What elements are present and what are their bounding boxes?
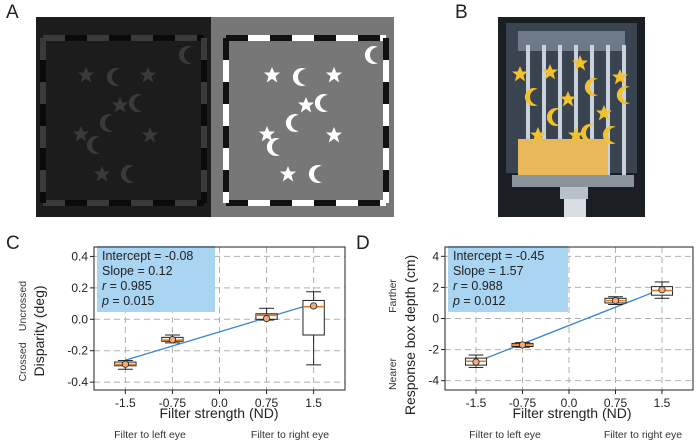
stats-box-bg — [448, 246, 568, 312]
box-plot — [255, 307, 278, 323]
stereo-stimulus-image — [36, 17, 394, 217]
chart-response-depth: Farther Nearer Response box depth (cm) F… — [387, 246, 694, 441]
x-tick-label: 1.5 — [305, 396, 322, 410]
xlabel-c: Filter strength (ND) — [159, 405, 278, 421]
x-tick-label: 0.75 — [604, 396, 628, 410]
stats-line: Intercept = -0.08 — [102, 249, 193, 263]
xnote-left-d: Filter to left eye — [469, 429, 541, 441]
stats-line: r = 0.988 — [453, 279, 503, 293]
y-tick-label: -0.2 — [67, 344, 88, 358]
x-tick-label: 1.5 — [654, 396, 671, 410]
ylabel-bottom-d: Nearer — [387, 357, 399, 390]
panel-label-c: C — [6, 233, 20, 254]
box-plot — [650, 281, 674, 299]
ylabel-top-c: Uncrossed — [17, 281, 29, 331]
box-plot — [511, 341, 534, 349]
stats-line: Slope = 1.57 — [453, 264, 524, 278]
y-tick-label: -2 — [428, 343, 439, 357]
y-tick-label: -4 — [428, 374, 439, 388]
box-mean-marker — [518, 341, 527, 349]
x-tick-label: 0.75 — [255, 396, 279, 410]
box-mean-marker — [121, 360, 129, 368]
box-mean-marker — [310, 302, 318, 310]
stats-line: p = 0.012 — [452, 294, 506, 308]
chart-disparity: Uncrossed Crossed Disparity (deg) Filter… — [17, 246, 346, 441]
y-tick-label: 0 — [432, 312, 439, 326]
x-tick-label: 0.0 — [561, 396, 578, 410]
y-tick-label: 2 — [432, 280, 439, 294]
ylabel-d: Response box depth (cm) — [402, 255, 418, 415]
box-plot — [464, 354, 488, 368]
stats-box-bg — [97, 246, 215, 312]
xnote-right-d: Filter to right eye — [604, 429, 682, 441]
box-mean-marker — [472, 358, 480, 366]
x-tick-label: -1.5 — [466, 396, 487, 410]
ylabel-top-d: Farther — [387, 279, 399, 313]
box-mean-marker — [262, 314, 271, 323]
panel-label-a: A — [6, 2, 19, 23]
y-tick-label: 4 — [432, 249, 439, 263]
stats-line: r = 0.985 — [102, 279, 152, 293]
stats-line: p = 0.015 — [101, 294, 155, 308]
xnote-left-c: Filter to left eye — [114, 429, 186, 441]
y-tick-label: -0.4 — [67, 375, 88, 389]
regression-line — [475, 288, 663, 363]
stats-line: Slope = 0.12 — [102, 264, 173, 278]
box-plot — [604, 296, 627, 306]
x-tick-label: -1.5 — [115, 396, 136, 410]
panel-label-d: D — [356, 233, 370, 254]
apparatus-photo — [498, 17, 645, 217]
ylabel-bottom-c: Crossed — [17, 342, 29, 381]
box-plot — [302, 291, 325, 366]
box-mean-marker — [658, 286, 666, 294]
x-tick-label: -0.75 — [509, 396, 537, 410]
box-iqr — [302, 299, 325, 336]
y-tick-label: 0.4 — [71, 249, 88, 263]
y-tick-label: 0.2 — [71, 281, 88, 295]
regression-line — [125, 302, 314, 361]
ylabel-c: Disparity (deg) — [31, 285, 47, 376]
xlabel-d: Filter strength (ND) — [512, 405, 631, 421]
panel-label-b: B — [455, 2, 468, 23]
box-mean-marker — [168, 336, 177, 344]
box-plot — [114, 359, 137, 370]
y-tick-label: 0.0 — [71, 312, 88, 326]
x-tick-label: -0.75 — [159, 396, 187, 410]
stats-line: Intercept = -0.45 — [453, 249, 544, 263]
box-mean-marker — [611, 297, 620, 305]
xnote-right-c: Filter to right eye — [251, 429, 329, 441]
x-tick-label: 0.0 — [211, 396, 228, 410]
box-plot — [161, 334, 184, 344]
